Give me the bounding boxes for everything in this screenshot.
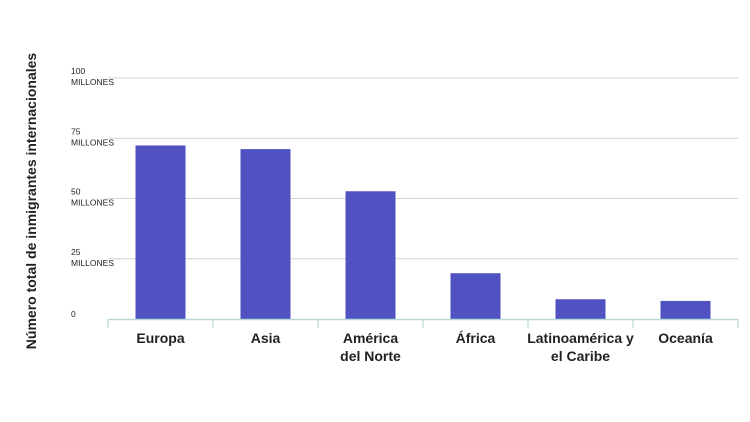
- y-tick-label: 50 MILLONES: [71, 187, 114, 208]
- y-tick-label: 75 MILLONES: [71, 126, 114, 147]
- bar: [345, 191, 396, 319]
- y-tick-label-line: MILLONES: [71, 198, 114, 208]
- bar: [240, 149, 291, 319]
- y-tick-label-line: 50: [71, 187, 81, 197]
- x-category-label-line: Latinoamérica y: [527, 330, 634, 346]
- y-tick-label-line: 100: [71, 66, 85, 76]
- bars: [135, 145, 711, 319]
- gridlines: [108, 77, 738, 260]
- bar: [450, 273, 501, 319]
- x-axis-categories: Europa Asia América del Norte África Latinoam…: [136, 330, 713, 364]
- bar: [135, 145, 186, 319]
- y-tick-label-line: 25: [71, 247, 81, 257]
- y-tick-label-line: 0: [71, 309, 76, 319]
- x-category-label-line: el Caribe: [551, 348, 610, 364]
- y-tick-label-line: MILLONES: [71, 137, 114, 147]
- y-tick-label: 25 MILLONES: [71, 247, 114, 268]
- x-axis: [107, 318, 739, 328]
- x-category-label-line: África: [456, 330, 496, 346]
- x-category-label: América del Norte: [340, 330, 401, 364]
- y-tick-label-line: MILLONES: [71, 77, 114, 87]
- y-tick-label: 100 MILLONES: [71, 66, 114, 87]
- x-category-label: Oceanía: [658, 330, 713, 346]
- y-tick-label-line: MILLONES: [71, 258, 114, 268]
- x-category-label: Europa: [136, 330, 184, 346]
- y-tick-label-line: 75: [71, 126, 81, 136]
- x-category-label-line: Asia: [251, 330, 281, 346]
- x-category-label: Latinoamérica y el Caribe: [527, 330, 634, 364]
- x-category-label-line: Oceanía: [658, 330, 713, 346]
- y-axis-label: Número total de inmigrantes internaciona…: [23, 53, 39, 350]
- y-tick-label: 0: [71, 309, 76, 319]
- x-category-label-line: del Norte: [340, 348, 401, 364]
- x-category-label: África: [456, 330, 496, 346]
- x-category-label-line: América: [343, 330, 398, 346]
- x-category-label: Asia: [251, 330, 281, 346]
- bar: [660, 300, 711, 319]
- x-category-label-line: Europa: [136, 330, 184, 346]
- bar: [555, 299, 606, 319]
